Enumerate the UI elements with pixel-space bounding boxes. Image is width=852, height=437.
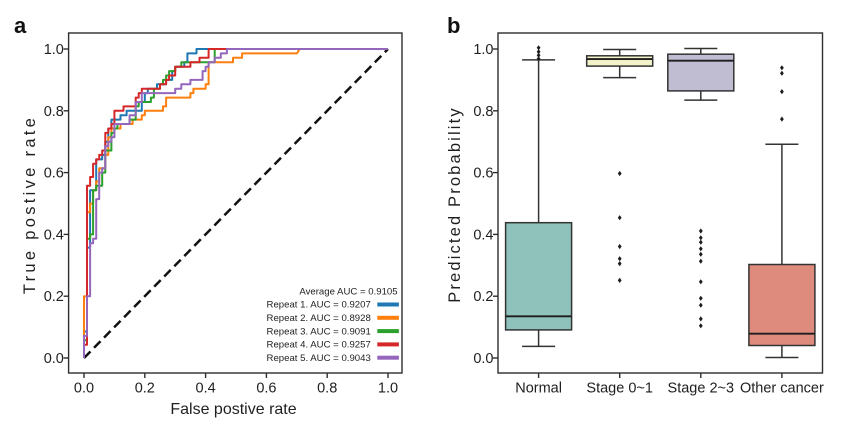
svg-text:Normal: Normal xyxy=(515,381,562,397)
svg-text:0.4: 0.4 xyxy=(196,381,216,397)
svg-text:0.0: 0.0 xyxy=(74,381,94,397)
svg-text:0.0: 0.0 xyxy=(44,351,64,367)
svg-text:Average AUC = 0.9105: Average AUC = 0.9105 xyxy=(299,286,397,297)
svg-text:Other cancer: Other cancer xyxy=(740,381,824,397)
svg-text:0.2: 0.2 xyxy=(135,381,155,397)
svg-text:True postive rate: True postive rate xyxy=(21,115,39,294)
svg-text:Predicted Probability: Predicted Probability xyxy=(446,106,464,302)
svg-text:Repeat 2. AUC = 0.8928: Repeat 2. AUC = 0.8928 xyxy=(267,313,371,324)
svg-text:b: b xyxy=(447,13,460,38)
svg-text:1.0: 1.0 xyxy=(473,42,493,58)
svg-text:Repeat 1. AUC = 0.9207: Repeat 1. AUC = 0.9207 xyxy=(267,300,371,311)
svg-text:Repeat 5. AUC = 0.9043: Repeat 5. AUC = 0.9043 xyxy=(267,353,371,364)
svg-text:Stage 2~3: Stage 2~3 xyxy=(668,381,735,397)
svg-text:Stage 0~1: Stage 0~1 xyxy=(586,381,653,397)
svg-text:0.4: 0.4 xyxy=(44,227,64,243)
svg-text:Repeat 4. AUC = 0.9257: Repeat 4. AUC = 0.9257 xyxy=(267,340,371,351)
svg-text:0.6: 0.6 xyxy=(44,166,64,182)
svg-text:1.0: 1.0 xyxy=(44,42,64,58)
svg-text:0.8: 0.8 xyxy=(473,104,493,120)
svg-text:0.8: 0.8 xyxy=(317,381,337,397)
svg-text:0.2: 0.2 xyxy=(473,289,493,305)
svg-text:0.2: 0.2 xyxy=(44,289,64,305)
svg-text:0.6: 0.6 xyxy=(256,381,276,397)
svg-text:0.6: 0.6 xyxy=(473,166,493,182)
svg-text:0.4: 0.4 xyxy=(473,227,493,243)
svg-text:0.8: 0.8 xyxy=(44,104,64,120)
svg-text:a: a xyxy=(14,13,27,38)
svg-text:0.0: 0.0 xyxy=(473,351,493,367)
svg-text:Repeat 3. AUC = 0.9091: Repeat 3. AUC = 0.9091 xyxy=(267,326,371,337)
svg-text:1.0: 1.0 xyxy=(378,381,398,397)
svg-text:False postive rate: False postive rate xyxy=(170,401,296,418)
